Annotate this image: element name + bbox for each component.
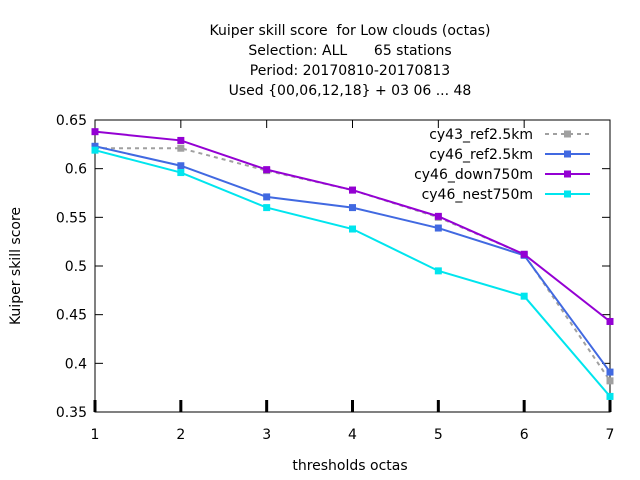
data-point-cy46_down750m	[434, 212, 442, 220]
legend-label: cy46_down750m	[414, 167, 533, 183]
y-tick-label: 0.6	[65, 162, 87, 178]
x-tick-label: 7	[606, 427, 615, 443]
series-line-cy43_ref2.5km	[95, 147, 611, 382]
x-axis-label: thresholds octas	[292, 458, 407, 474]
data-point-cy46_nest750m	[91, 146, 99, 154]
data-point-cy46_ref2.5km	[606, 368, 614, 376]
data-point-cy46_ref2.5km	[349, 204, 356, 212]
axis-ticks: 0.35 0.4 0.45 0.5 0.55 0.6 0.65 1 2 3 4 5 6 7	[56, 113, 615, 443]
series-lines	[91, 128, 614, 400]
y-tick-label: 0.45	[56, 308, 87, 324]
data-point-cy46_ref2.5km	[263, 193, 271, 201]
data-point-cy46_down750m	[91, 128, 99, 136]
legend-label: cy46_ref2.5km	[429, 147, 533, 163]
legend-label: cy46_nest750m	[422, 187, 533, 203]
legend-label: cy43_ref2.5km	[429, 127, 533, 143]
legend-marker	[564, 190, 571, 198]
legend-marker	[564, 170, 571, 178]
data-point-cy46_ref2.5km	[91, 142, 99, 150]
x-tick-label: 4	[348, 427, 357, 443]
title-line: Used {00,06,12,18} + 03 06 ... 48	[229, 83, 472, 99]
y-tick-label: 0.35	[56, 405, 87, 421]
data-point-cy46_nest750m	[177, 169, 185, 177]
chart-title: Kuiper skill score for Low clouds (octas…	[210, 23, 491, 99]
y-tick-label: 0.55	[56, 210, 87, 226]
data-point-cy46_down750m	[177, 136, 185, 144]
x-tick-label: 3	[262, 427, 271, 443]
x-tick-label: 2	[176, 427, 185, 443]
data-point-cy46_down750m	[520, 250, 528, 258]
y-tick-label: 0.5	[65, 259, 87, 275]
title-line: Kuiper skill score for Low clouds (octas…	[210, 23, 491, 39]
y-axis-label: Kuiper skill score	[8, 207, 24, 325]
y-tick-label: 0.4	[65, 356, 87, 372]
x-tick-label: 6	[520, 427, 529, 443]
data-point-cy46_ref2.5km	[434, 224, 442, 232]
data-point-cy46_nest750m	[606, 392, 614, 400]
data-point-cy43_ref2.5km	[606, 377, 614, 385]
x-tick-label: 1	[91, 427, 100, 443]
data-point-cy46_nest750m	[263, 204, 271, 212]
data-point-cy46_ref2.5km	[177, 162, 185, 170]
data-point-cy46_nest750m	[349, 225, 356, 233]
legend: cy43_ref2.5km cy46_ref2.5km cy46_down750mc…	[414, 127, 590, 203]
data-point-cy46_nest750m	[434, 267, 442, 275]
data-point-cy46_nest750m	[520, 292, 528, 300]
data-point-cy46_down750m	[263, 166, 271, 174]
data-point-cy46_down750m	[349, 186, 356, 194]
title-line: Selection: ALL 65 stations	[248, 43, 451, 59]
legend-marker	[564, 150, 571, 158]
title-line: Period: 20170810-20170813	[250, 63, 450, 79]
data-point-cy43_ref2.5km	[177, 144, 185, 152]
x-tick-label: 5	[434, 427, 443, 443]
legend-marker	[564, 130, 571, 138]
y-tick-label: 0.65	[56, 113, 87, 129]
data-point-cy46_down750m	[606, 317, 614, 325]
